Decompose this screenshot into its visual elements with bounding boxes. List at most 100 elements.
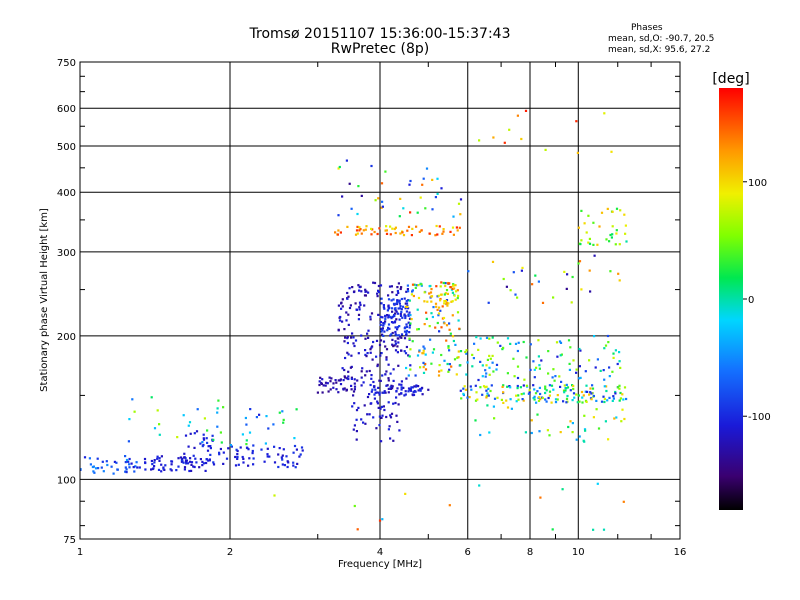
echo-point <box>350 336 353 339</box>
echo-point <box>359 303 362 306</box>
echo-point <box>390 333 393 336</box>
echo-point <box>538 386 541 389</box>
echo-point <box>363 404 366 407</box>
echo-point <box>206 441 209 444</box>
echo-point <box>568 362 571 365</box>
echo-point <box>391 315 394 319</box>
echo-point <box>236 453 239 456</box>
echo-point <box>603 400 606 404</box>
echo-point <box>485 396 488 399</box>
echo-point <box>344 336 347 339</box>
echo-point <box>192 454 195 457</box>
echo-point <box>341 320 344 323</box>
echo-point <box>428 232 431 235</box>
echo-point <box>190 463 193 466</box>
echo-point <box>366 352 369 355</box>
echo-point <box>513 375 516 378</box>
echo-point <box>538 367 541 370</box>
echo-point <box>618 360 621 363</box>
echo-point <box>379 379 382 382</box>
echo-point <box>180 458 183 462</box>
echo-point <box>406 305 409 308</box>
echo-point <box>356 528 359 531</box>
echo-point <box>409 314 412 317</box>
echo-point <box>537 355 540 358</box>
echo-point <box>380 330 383 333</box>
echo-point <box>443 359 446 362</box>
echo-point <box>295 408 298 411</box>
echo-point <box>500 398 503 401</box>
echo-point <box>245 439 248 442</box>
echo-point <box>499 344 502 347</box>
echo-point <box>521 398 524 401</box>
echo-point <box>596 482 599 485</box>
echo-point <box>577 394 580 397</box>
echo-point <box>372 380 375 384</box>
echo-point <box>592 221 595 224</box>
echo-point <box>403 337 407 340</box>
echo-point <box>464 350 467 354</box>
echo-point <box>606 399 609 402</box>
echo-point <box>448 363 451 366</box>
echo-point <box>400 310 403 313</box>
echo-point <box>177 457 180 460</box>
echo-point <box>374 388 377 391</box>
echo-point <box>424 362 427 366</box>
echo-point <box>485 385 488 388</box>
echo-point <box>502 391 505 394</box>
echo-point <box>340 301 343 304</box>
echo-point <box>443 300 446 303</box>
echo-point <box>206 429 209 432</box>
echo-point <box>552 388 555 391</box>
echo-point <box>343 340 346 343</box>
echo-point <box>588 359 591 362</box>
echo-point <box>597 427 601 430</box>
echo-point <box>525 384 528 387</box>
echo-point <box>380 440 383 443</box>
echo-point <box>212 461 215 464</box>
echo-point <box>138 466 141 469</box>
echo-point <box>408 299 411 302</box>
echo-point <box>404 352 408 355</box>
echo-point <box>428 325 431 328</box>
echo-point <box>448 328 451 331</box>
echo-point <box>440 353 443 357</box>
echo-point <box>249 408 252 411</box>
echo-point <box>471 353 474 356</box>
echo-point <box>343 375 346 378</box>
echo-point <box>391 338 394 341</box>
echo-point <box>380 327 383 330</box>
echo-point <box>265 415 268 418</box>
echo-point <box>622 500 625 503</box>
echo-point <box>580 390 584 394</box>
echo-point <box>478 484 481 487</box>
echo-point <box>377 290 380 294</box>
echo-point <box>156 455 159 458</box>
echo-point <box>387 401 390 404</box>
echo-point <box>430 288 433 291</box>
echo-point <box>450 300 453 303</box>
echo-point <box>488 354 491 357</box>
echo-point <box>352 342 355 345</box>
echo-point <box>347 295 350 298</box>
echo-point <box>578 435 581 438</box>
echo-point <box>438 370 441 373</box>
echo-point <box>435 285 438 288</box>
echo-point <box>404 492 407 495</box>
echo-point <box>190 461 194 464</box>
echo-point <box>252 444 255 447</box>
echo-point <box>281 463 284 466</box>
echo-point <box>438 330 441 333</box>
echo-point <box>387 379 390 382</box>
echo-point <box>422 349 425 352</box>
echo-point <box>268 455 271 458</box>
echo-point <box>441 232 444 235</box>
echo-point <box>605 385 608 388</box>
echo-point <box>363 304 366 307</box>
echo-point <box>351 332 354 335</box>
echo-point <box>344 356 347 360</box>
echo-point <box>379 284 383 287</box>
echo-point <box>151 463 154 466</box>
echo-point <box>603 397 606 400</box>
echo-point <box>330 377 333 380</box>
